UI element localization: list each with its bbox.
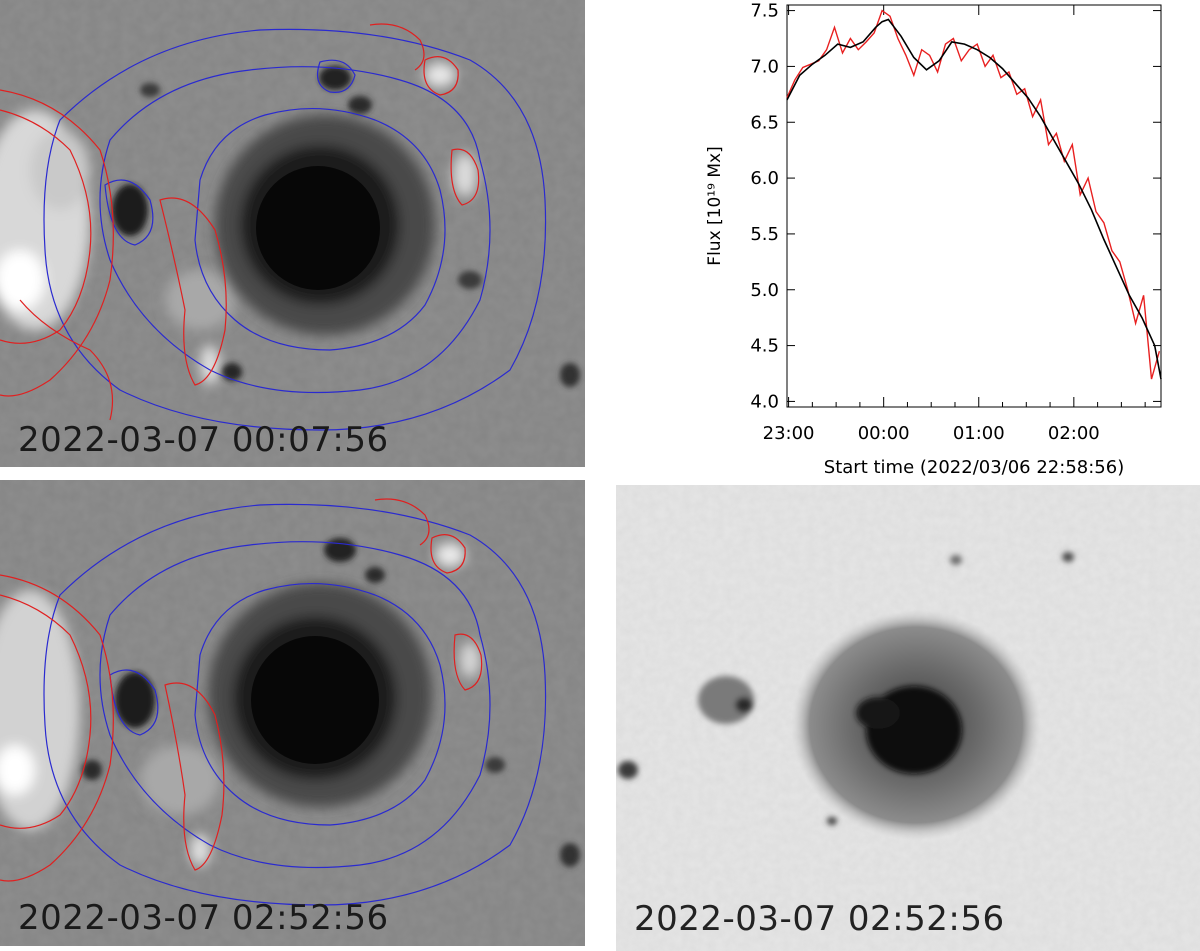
continuum-panel: 2022-03-07 02:52:56 [616, 485, 1200, 951]
y-tick-label: 6.5 [750, 112, 779, 133]
y-tick-label: 7.0 [750, 56, 779, 77]
x-tick-label: 23:00 [763, 423, 815, 444]
y-tick-label: 4.0 [750, 391, 779, 412]
y-tick-label: 7.5 [750, 1, 779, 22]
y-tick-label: 5.0 [750, 280, 779, 301]
raw-flux-line [786, 9, 1161, 380]
magnetogram-top-timestamp: 2022-03-07 00:07:56 [18, 420, 389, 460]
x-tick-label: 01:00 [953, 423, 1005, 444]
continuum-image [616, 485, 1200, 951]
magnetogram-bottom-timestamp: 2022-03-07 02:52:56 [18, 898, 389, 938]
y-axis-label: Flux [10¹⁹ Mx] [705, 146, 725, 265]
magnetogram-bottom-panel: 2022-03-07 02:52:56 [0, 480, 585, 946]
x-axis-label: Start time (2022/03/06 22:58:56) [824, 457, 1124, 478]
y-tick-label: 4.5 [750, 336, 779, 357]
magnetogram-top-panel: 2022-03-07 00:07:56 [0, 0, 585, 467]
plot-frame [786, 4, 1162, 408]
x-tick-label: 02:00 [1048, 423, 1100, 444]
y-tick-label: 6.0 [750, 168, 779, 189]
magnetogram-top-image [0, 0, 585, 467]
flux-chart-panel: 4.0 4.5 5.0 5.5 6.0 6.5 7.0 7.5 23:00 00:00 01:00… [690, 0, 1200, 480]
continuum-timestamp: 2022-03-07 02:52:56 [634, 899, 1005, 939]
y-tick-label: 5.5 [750, 224, 779, 245]
smoothed-flux-line [786, 18, 1162, 380]
flux-chart: 4.0 4.5 5.0 5.5 6.0 6.5 7.0 7.5 23:00 00:00 01:00… [705, 1, 1162, 478]
magnetogram-bottom-image [0, 480, 585, 946]
x-tick-label: 00:00 [858, 423, 910, 444]
